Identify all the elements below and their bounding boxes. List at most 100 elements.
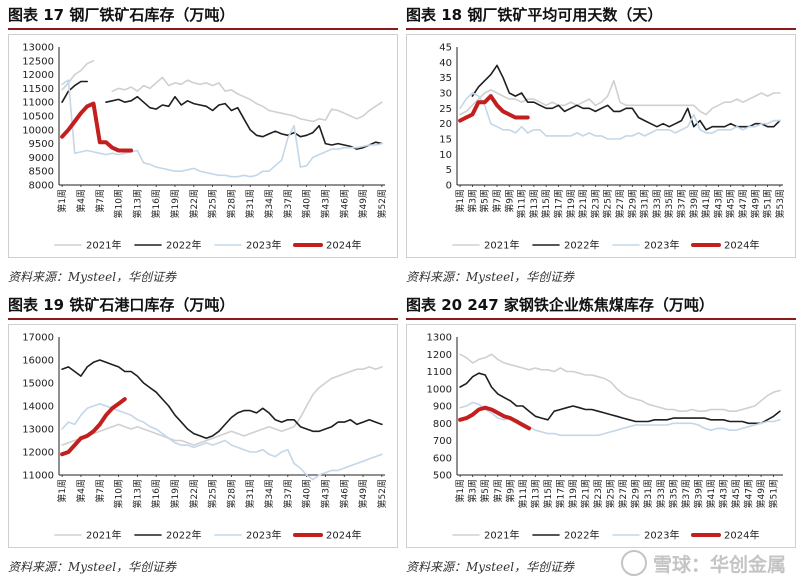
x-tick-label: 第52周 [376,479,388,508]
y-tick-label: 0 [446,181,452,192]
y-tick-label: 13000 [22,425,54,436]
series-line-2022年 [471,64,781,131]
y-tick-label: 8500 [29,167,54,178]
series-line-2024年 [458,94,530,123]
chart-title: 图表 18 钢厂铁矿平均可用天数（天） [406,4,796,30]
y-tick-label: 12000 [22,70,54,81]
legend-label: 2023年 [644,239,679,252]
y-tick-label: 35 [439,73,452,84]
x-tick-label: 第22周 [188,479,200,508]
x-tick-label: 第7周 [491,189,503,213]
x-tick-label: 第4周 [75,479,87,503]
x-tick-label: 第46周 [338,189,350,218]
x-tick-label: 第45周 [730,479,742,508]
x-tick-label: 第15周 [540,189,552,218]
y-tick-label: 8000 [29,181,54,192]
chart-title: 图表 17 钢厂铁矿石库存（万吨） [8,4,398,30]
series-line-2021年 [111,76,383,123]
x-tick-label: 第16周 [150,189,162,218]
x-tick-label: 第10周 [113,479,125,508]
chart-svg: 0 5 10 15 20 25 30 35 40 45 第1周 第3周 第5周 第7周 第9周 第11周 第13… [439,43,786,252]
x-tick-label: 第15周 [542,479,554,508]
y-tick-label: 9500 [29,139,54,150]
x-tick-label: 第28周 [225,189,237,218]
x-tick-label: 第43周 [712,189,724,218]
x-tick-label: 第10周 [113,189,125,218]
x-tick-label: 第43周 [319,189,331,218]
y-tick-label: 500 [433,471,452,482]
x-tick-label: 第3周 [466,189,478,213]
x-tick-label: 第21周 [577,189,589,218]
x-tick-label: 第31周 [244,479,256,508]
chart-panel-18: 图表 18 钢厂铁矿平均可用天数（天） 0 5 10 15 20 25 30 35 40 45 第1… [406,4,796,294]
x-tick-label: 第51周 [762,189,774,218]
x-tick-label: 第16周 [150,479,162,508]
x-tick-label: 第45周 [725,189,737,218]
y-tick-label: 11000 [22,98,54,109]
series-line-2021年 [61,60,95,91]
x-tick-label: 第4周 [75,189,87,213]
legend-label: 2024年 [724,529,759,542]
legend-label: 2023年 [246,529,281,542]
legend-label: 2022年 [564,529,599,542]
series-line-2024年 [60,397,127,457]
x-tick-label: 第13周 [131,479,143,508]
series-line-2022年 [61,359,383,439]
x-tick-label: 第9周 [503,189,515,213]
legend-label: 2023年 [644,529,679,542]
x-tick-label: 第35周 [663,189,675,218]
x-tick-label: 第37周 [676,189,688,218]
legend-label: 2024年 [326,239,361,252]
chart-frame: 500 600 700 800 900 1000 1100 1200 1300 第1周 第3周 第5周… [406,324,796,548]
legend-label: 2021年 [86,239,121,252]
x-tick-label: 第43周 [319,479,331,508]
series-line-2024年 [60,101,134,153]
x-tick-label: 第37周 [282,189,294,218]
legend-label: 2023年 [246,239,281,252]
x-tick-label: 第33周 [651,189,663,218]
x-tick-label: 第19周 [567,479,579,508]
x-tick-label: 第3周 [467,479,479,503]
x-tick-label: 第23周 [592,479,604,508]
snowball-logo-icon [620,550,647,576]
x-tick-label: 第25周 [207,189,219,218]
y-tick-label: 10 [439,150,452,161]
chart-panel-19: 图表 19 铁矿石港口库存（万吨） 11000 12000 13000 14000 15… [8,294,398,584]
legend-label: 2021年 [86,529,121,542]
x-tick-label: 第11周 [517,479,529,508]
x-tick-label: 第31周 [639,189,651,218]
legend-label: 2024年 [724,239,759,252]
x-tick-label: 第49周 [357,189,369,218]
y-tick-label: 10500 [22,112,54,123]
series-line-2024年 [458,405,532,431]
x-tick-label: 第17周 [552,189,564,218]
series-line-2021年 [61,366,383,446]
watermark: 雪球：华创金属 [620,550,786,579]
x-tick-label: 第49周 [755,479,767,508]
x-tick-label: 第1周 [56,479,68,503]
y-tick-label: 15000 [22,379,54,390]
x-tick-label: 第47周 [743,479,755,508]
x-tick-label: 第31周 [642,479,654,508]
y-tick-label: 40 [439,58,452,69]
x-tick-label: 第49周 [749,189,761,218]
chart-panel-17: 图表 17 钢厂铁矿石库存（万吨） 8000 8500 9000 9500 10000 1… [8,4,398,294]
x-tick-label: 第1周 [454,479,466,503]
y-tick-label: 700 [433,436,452,447]
x-tick-label: 第51周 [768,479,780,508]
series-line-2023年 [459,92,781,140]
source-note: 资料来源：Mysteel，华创证券 [406,560,575,574]
chart-frame: 11000 12000 13000 14000 15000 16000 17000 第1周 第4… [8,324,398,548]
y-tick-label: 20 [439,119,452,130]
x-tick-label: 第23周 [589,189,601,218]
x-tick-label: 第37周 [282,479,294,508]
x-tick-label: 第52周 [376,189,388,218]
y-tick-label: 1100 [427,367,452,378]
y-tick-label: 900 [433,402,452,413]
x-tick-label: 第25周 [207,479,219,508]
x-tick-label: 第41周 [705,479,717,508]
legend-label: 2021年 [484,239,519,252]
y-tick-label: 9000 [29,153,54,164]
y-tick-label: 10000 [22,125,54,136]
